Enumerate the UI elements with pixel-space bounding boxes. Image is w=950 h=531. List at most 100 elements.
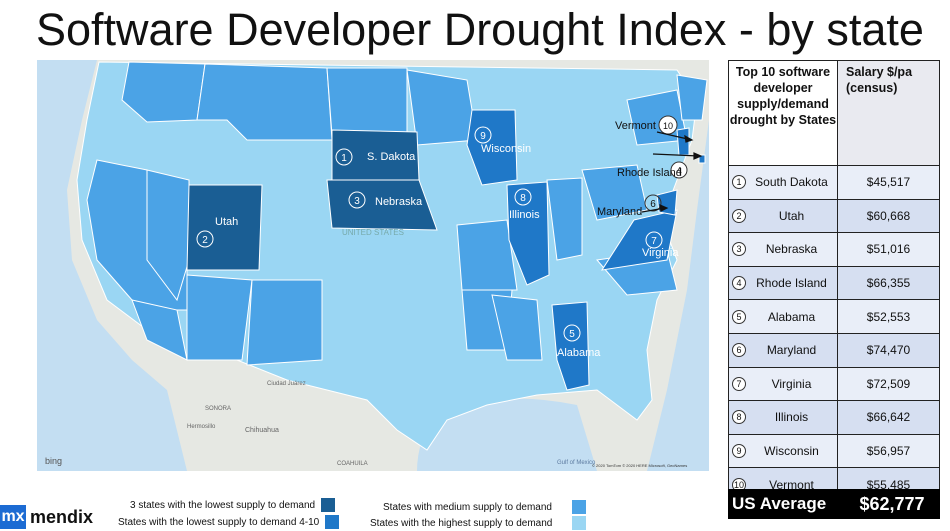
svg-text:SONORA: SONORA xyxy=(205,406,231,412)
marker-8: 8 xyxy=(514,188,532,206)
state-name: Vermont xyxy=(769,477,814,492)
state-cell: 4 Rhode Island xyxy=(729,266,838,300)
svg-text:8: 8 xyxy=(520,193,526,204)
mendix-logo-name: mendix xyxy=(30,506,94,527)
state-name: Maryland xyxy=(766,343,817,358)
marker-10: 10 xyxy=(658,115,678,135)
rank-badge: 2 xyxy=(732,208,746,223)
state-name: Rhode Island xyxy=(756,276,827,291)
state-name: South Dakota xyxy=(755,175,828,190)
salary-cell: $51,016 xyxy=(866,242,911,257)
table-row: 6 Maryland $74,470 xyxy=(729,333,939,368)
label-illinois: Illinois xyxy=(509,209,540,221)
mendix-logo: mx mendix xyxy=(0,505,93,529)
svg-text:Hermosillo: Hermosillo xyxy=(187,424,216,430)
legend-highest: States with the highest supply to demand xyxy=(370,516,587,530)
table-row: 8 Illinois $66,642 xyxy=(729,401,939,435)
salary-cell: $55,485 xyxy=(866,477,911,492)
salary-cell: $66,642 xyxy=(866,410,911,425)
svg-text:3: 3 xyxy=(354,196,360,207)
map-canvas: 1 2 3 4 5 6 7 xyxy=(37,60,709,471)
svg-text:Gulf of Mexico: Gulf of Mexico xyxy=(557,460,596,466)
salary-cell: $45,517 xyxy=(866,175,911,190)
us-average-value: $62,777 xyxy=(859,493,925,514)
label-utah: Utah xyxy=(215,216,238,228)
state-name: Wisconsin xyxy=(764,444,819,459)
state-cell: 3 Nebraska xyxy=(729,233,838,266)
salary-cell: $74,470 xyxy=(866,343,911,358)
svg-text:2: 2 xyxy=(202,235,208,246)
header-salary: Salary $/pa (census) xyxy=(838,61,939,165)
label-wisconsin: Wisconsin xyxy=(481,143,531,155)
bing-logo: bing xyxy=(45,456,62,466)
mendix-logo-mark: mx xyxy=(0,505,26,529)
legend-lowest4-10-text: States with the lowest supply to demand … xyxy=(118,516,320,528)
legend-highest-text: States with the highest supply to demand xyxy=(370,517,553,529)
svg-text:UNITED STATES: UNITED STATES xyxy=(342,228,404,237)
legend-medium-text: States with medium supply to demand xyxy=(383,501,552,513)
state-cell: 8 Illinois xyxy=(729,401,838,434)
svg-text:Chihuahua: Chihuahua xyxy=(245,427,279,434)
state-name: Nebraska xyxy=(765,242,818,257)
marker-4: 4 xyxy=(670,161,688,179)
svg-text:1: 1 xyxy=(341,153,347,164)
rank-badge: 4 xyxy=(732,276,746,291)
legend-lowest4-10: States with the lowest supply to demand … xyxy=(118,515,340,529)
rank-badge: 1 xyxy=(732,175,746,190)
table-row: 5 Alabama $52,553 xyxy=(729,300,939,334)
label-maryland: Maryland xyxy=(597,206,642,218)
salary-cell: $72,509 xyxy=(866,376,911,391)
map-copyright: © 2020 TomTom © 2020 HERE Microsoft, Geo… xyxy=(592,463,687,468)
marker-7: 7 xyxy=(645,231,663,249)
state-cell: 2 Utah xyxy=(729,199,838,233)
legend-medium-swatch xyxy=(571,500,586,514)
legend-lowest3: 3 states with the lowest supply to deman… xyxy=(130,498,336,512)
state-cell: 10 Vermont xyxy=(729,468,838,501)
svg-text:4: 4 xyxy=(676,166,682,177)
legend-lowest3-swatch xyxy=(321,498,336,512)
state-name: Virginia xyxy=(771,376,812,391)
state-cell: 6 Maryland xyxy=(729,333,838,367)
svg-text:COAHUILA: COAHUILA xyxy=(337,461,368,467)
state-name: Illinois xyxy=(774,410,809,425)
table-body: 1 South Dakota $45,517 2 Utah $60,668 3 Nebrask… xyxy=(729,166,939,502)
rank-badge: 3 xyxy=(732,242,746,257)
us-average-row: US Average $62,777 xyxy=(728,489,940,519)
table-row: 3 Nebraska $51,016 xyxy=(729,233,939,267)
svg-text:5: 5 xyxy=(569,329,575,340)
label-nebraska: Nebraska xyxy=(375,196,423,208)
state-name: Alabama xyxy=(767,309,816,324)
legend-lowest3-text: 3 states with the lowest supply to deman… xyxy=(130,499,316,511)
table-row: 2 Utah $60,668 xyxy=(729,199,939,234)
salary-cell: $66,355 xyxy=(866,276,911,291)
marker-1: 1 xyxy=(335,148,353,166)
header-state: Top 10 software developer supply/demand … xyxy=(729,61,838,165)
page-title: Software Developer Drought Index - by st… xyxy=(36,4,924,55)
svg-text:10: 10 xyxy=(663,121,673,131)
legend-medium: States with medium supply to demand xyxy=(383,500,586,514)
label-vermont: Vermont xyxy=(615,120,656,132)
label-rhode-island: Rhode Island xyxy=(617,167,682,179)
table-row: 4 Rhode Island $66,355 xyxy=(729,266,939,301)
table-row: 9 Wisconsin $56,957 xyxy=(729,434,939,469)
marker-5: 5 xyxy=(563,324,581,342)
marker-2: 2 xyxy=(196,230,214,248)
state-name: Utah xyxy=(778,208,805,223)
table-header: Top 10 software developer supply/demand … xyxy=(729,61,939,166)
table-row: 1 South Dakota $45,517 xyxy=(729,166,939,200)
svg-text:6: 6 xyxy=(650,199,656,210)
us-map: 1 2 3 4 5 6 7 xyxy=(37,60,709,471)
label-s-dakota: S. Dakota xyxy=(367,151,416,163)
drought-table: Top 10 software developer supply/demand … xyxy=(728,60,940,503)
rank-badge: 5 xyxy=(732,309,746,324)
marker-6: 6 xyxy=(644,194,662,212)
table-row: 7 Virginia $72,509 xyxy=(729,367,939,402)
state-cell: 5 Alabama xyxy=(729,300,838,333)
svg-text:7: 7 xyxy=(651,236,657,247)
marker-9: 9 xyxy=(474,126,492,144)
label-virginia: Virginia xyxy=(642,247,679,259)
legend-highest-swatch xyxy=(572,516,587,530)
svg-text:9: 9 xyxy=(480,131,486,142)
salary-cell: $56,957 xyxy=(866,444,911,459)
rank-badge: 7 xyxy=(732,376,746,391)
